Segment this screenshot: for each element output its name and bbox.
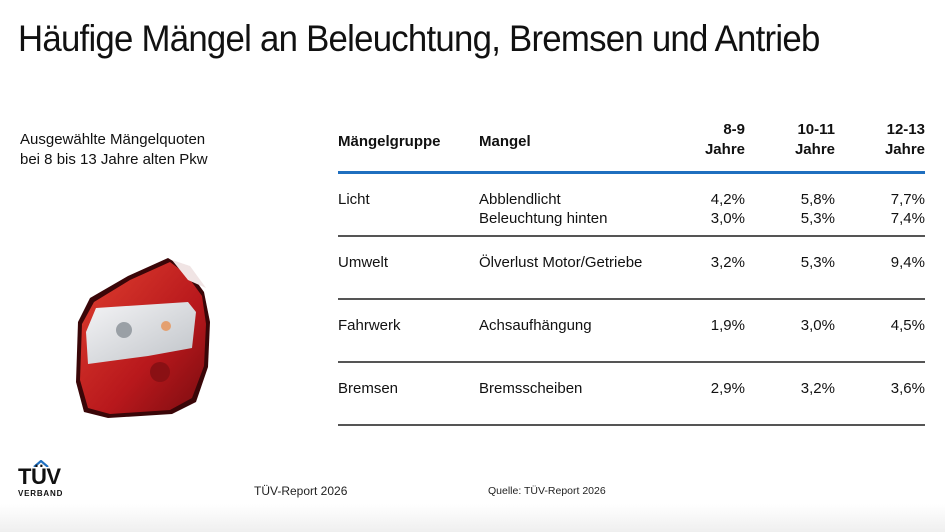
footer-report-label: TÜV-Report 2026: [254, 484, 348, 498]
defect-label: Abblendlicht: [479, 191, 561, 208]
value-12-13: 9,4%: [890, 254, 925, 271]
logo-sub-text: VERBAND: [18, 489, 64, 498]
logo-main-text: TÜV: [18, 464, 61, 489]
table-row-umwelt: Umwelt Ölverlust Motor/Getriebe 3,2% 5,3…: [338, 237, 925, 300]
subtitle-line-2: bei 8 bis 13 Jahre alten Pkw: [20, 151, 208, 168]
tuv-verband-logo: TÜV VERBAND: [18, 460, 68, 498]
value-10-11: 3,2%: [800, 380, 835, 397]
group-label: Fahrwerk: [338, 317, 401, 334]
header-col3-line1: 12-13: [886, 121, 925, 138]
value-10-11: 5,8%: [800, 191, 835, 208]
value-8-9: 3,0%: [710, 210, 745, 227]
footer-source: Quelle: TÜV-Report 2026: [488, 485, 606, 497]
defect-label: Achsaufhängung: [479, 317, 592, 334]
header-defect: Mangel: [479, 133, 531, 150]
header-col1-line2: Jahre: [704, 141, 745, 158]
defect-label: Bremsscheiben: [479, 380, 583, 397]
header-col-12-13: 12-13 Jahre: [845, 120, 925, 160]
header-col1-line1: 8-9: [723, 121, 745, 138]
header-col-10-11: 10-11 Jahre: [755, 120, 835, 160]
group-label: Umwelt: [338, 254, 389, 271]
defect-label: Beleuchtung hinten: [479, 210, 608, 227]
value-12-13: 4,5%: [890, 317, 925, 334]
car-tail-light-image: [76, 258, 210, 418]
defect-table: Mängelgruppe Mangel 8-9 Jahre 10-11 Jahr…: [338, 120, 925, 426]
value-8-9: 2,9%: [710, 380, 745, 397]
table-row-fahrwerk: Fahrwerk Achsaufhängung 1,9% 3,0% 4,5%: [338, 300, 925, 363]
value-12-13: 3,6%: [890, 380, 925, 397]
page-title: Häufige Mängel an Beleuchtung, Bremsen u…: [18, 18, 820, 59]
header-col-8-9: 8-9 Jahre: [665, 120, 745, 160]
bottom-shadow: [0, 504, 945, 532]
value-8-9: 4,2%: [710, 191, 745, 208]
header-divider: [338, 171, 925, 174]
value-12-13: 7,7%: [890, 191, 925, 208]
header-col2-line1: 10-11: [797, 121, 835, 138]
table-row-licht: Licht Abblendlicht 4,2% 5,8% 7,7% Beleuc…: [338, 174, 925, 237]
value-10-11: 3,0%: [800, 317, 835, 334]
header-col2-line2: Jahre: [794, 141, 835, 158]
value-10-11: 5,3%: [800, 210, 835, 227]
value-10-11: 5,3%: [800, 254, 835, 271]
defect-label: Ölverlust Motor/Getriebe: [479, 254, 643, 271]
header-col3-line2: Jahre: [884, 141, 925, 158]
group-label: Bremsen: [338, 380, 399, 397]
chevron-roof-icon: [33, 460, 49, 467]
group-label: Licht: [338, 191, 370, 208]
value-8-9: 3,2%: [710, 254, 745, 271]
value-12-13: 7,4%: [890, 210, 925, 227]
header-group: Mängelgruppe: [338, 133, 441, 150]
table-header: Mängelgruppe Mangel 8-9 Jahre 10-11 Jahr…: [338, 120, 925, 170]
subtitle: Ausgewählte Mängelquoten bei 8 bis 13 Ja…: [20, 130, 208, 170]
value-8-9: 1,9%: [710, 317, 745, 334]
subtitle-line-1: Ausgewählte Mängelquoten: [20, 131, 206, 148]
table-row-bremsen: Bremsen Bremsscheiben 2,9% 3,2% 3,6%: [338, 363, 925, 426]
